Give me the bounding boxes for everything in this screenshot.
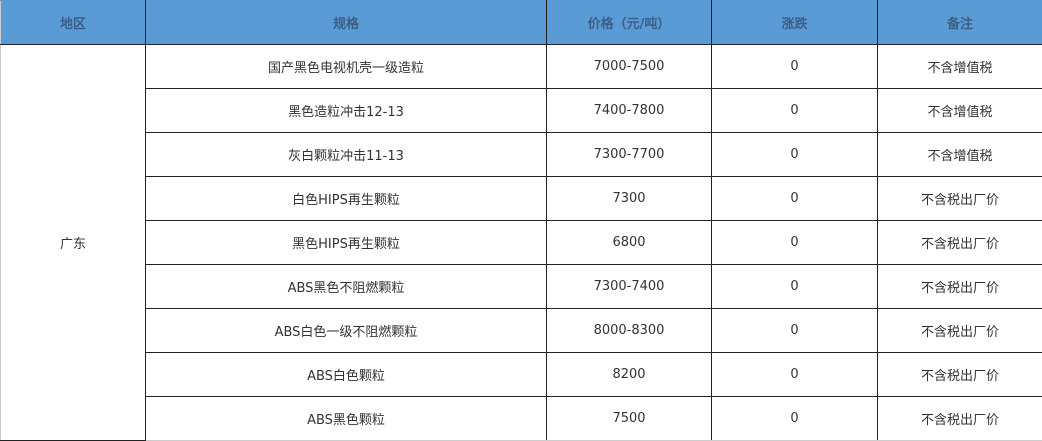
change-cell: 0 <box>712 397 878 441</box>
spec-cell: ABS白色颗粒 <box>146 353 547 397</box>
region-cell: 广东 <box>1 45 146 441</box>
price-cell: 7300-7700 <box>547 133 712 177</box>
note-cell: 不含税出厂价 <box>878 309 1042 353</box>
note-cell: 不含增值税 <box>878 133 1042 177</box>
change-cell: 0 <box>712 177 878 221</box>
price-cell: 7300-7400 <box>547 265 712 309</box>
price-cell: 6800 <box>547 221 712 265</box>
price-cell: 8000-8300 <box>547 309 712 353</box>
spec-cell: ABS黑色颗粒 <box>146 397 547 441</box>
price-cell: 7500 <box>547 397 712 441</box>
change-cell: 0 <box>712 89 878 133</box>
spec-cell: 灰白颗粒冲击11-13 <box>146 133 547 177</box>
change-cell: 0 <box>712 221 878 265</box>
spec-cell: ABS白色一级不阻燃颗粒 <box>146 309 547 353</box>
note-cell: 不含税出厂价 <box>878 265 1042 309</box>
note-cell: 不含税出厂价 <box>878 221 1042 265</box>
spec-cell: 国产黑色电视机壳一级造粒 <box>146 45 547 89</box>
change-cell: 0 <box>712 309 878 353</box>
header-row: 地区 规格 价格（元/吨） 涨跌 备注 <box>1 1 1042 45</box>
price-cell: 7400-7800 <box>547 89 712 133</box>
change-cell: 0 <box>712 265 878 309</box>
price-cell: 7000-7500 <box>547 45 712 89</box>
spec-cell: 黑色HIPS再生颗粒 <box>146 221 547 265</box>
change-cell: 0 <box>712 133 878 177</box>
note-cell: 不含增值税 <box>878 89 1042 133</box>
note-cell: 不含税出厂价 <box>878 397 1042 441</box>
header-price: 价格（元/吨） <box>547 1 712 45</box>
note-cell: 不含税出厂价 <box>878 177 1042 221</box>
spec-cell: ABS黑色不阻燃颗粒 <box>146 265 547 309</box>
header-change: 涨跌 <box>712 1 878 45</box>
spec-cell: 白色HIPS再生颗粒 <box>146 177 547 221</box>
price-cell: 8200 <box>547 353 712 397</box>
spec-cell: 黑色造粒冲击12-13 <box>146 89 547 133</box>
price-cell: 7300 <box>547 177 712 221</box>
header-note: 备注 <box>878 1 1042 45</box>
header-spec: 规格 <box>146 1 547 45</box>
change-cell: 0 <box>712 353 878 397</box>
change-cell: 0 <box>712 45 878 89</box>
header-region: 地区 <box>1 1 146 45</box>
note-cell: 不含增值税 <box>878 45 1042 89</box>
note-cell: 不含税出厂价 <box>878 353 1042 397</box>
